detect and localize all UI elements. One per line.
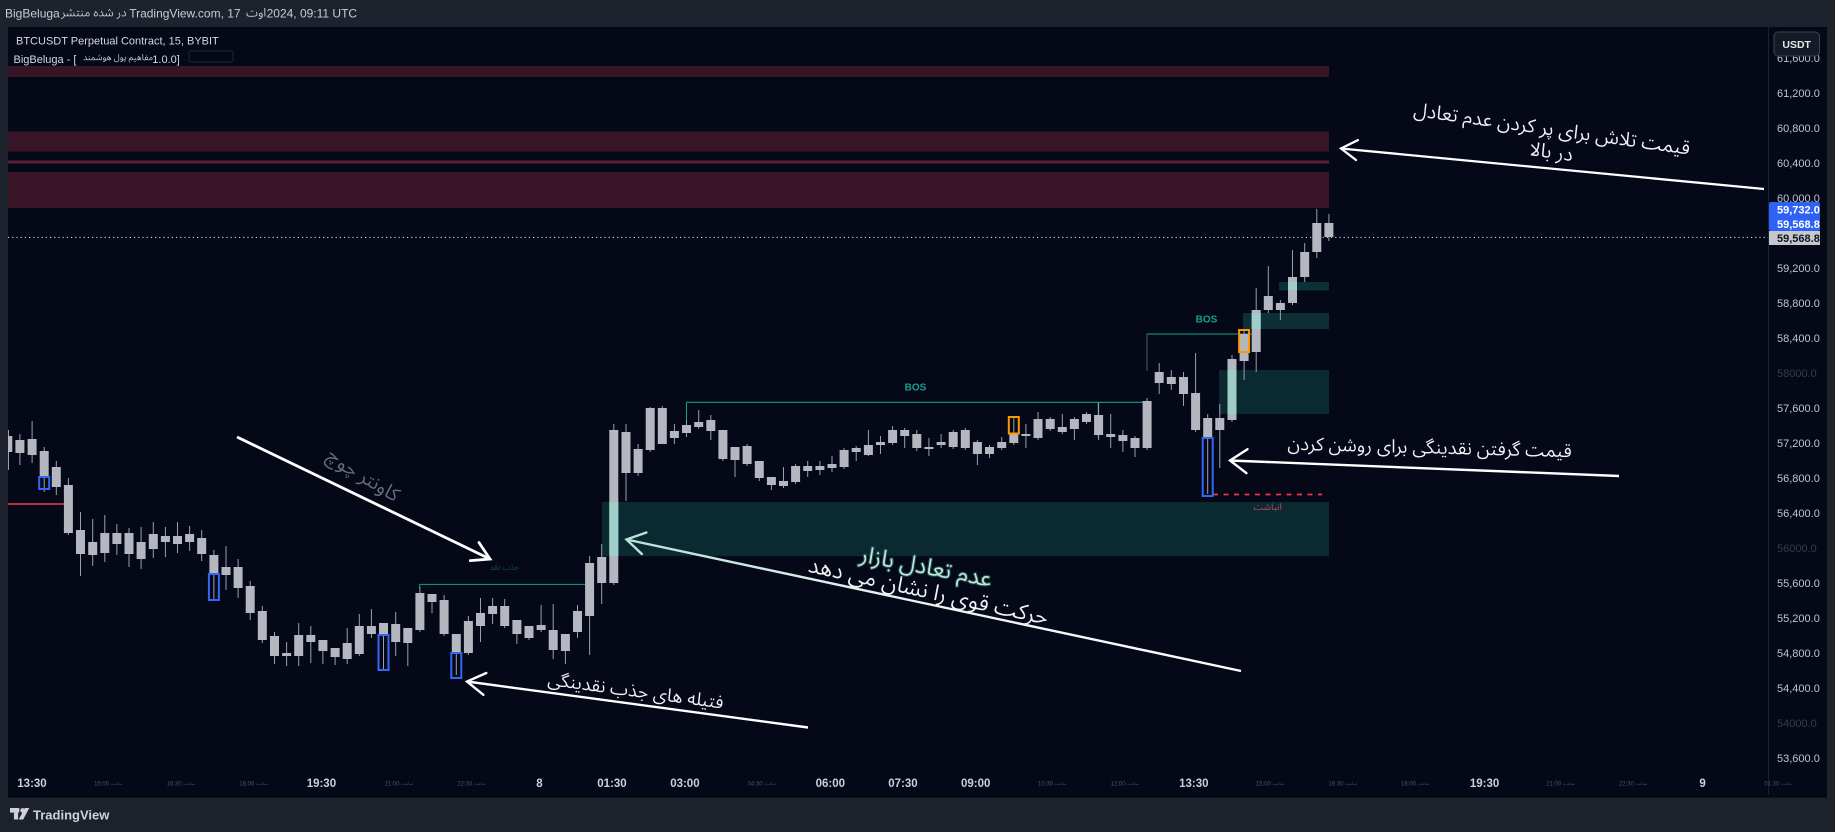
svg-text:57,600.0: 57,600.0 [1777, 403, 1820, 415]
svg-text:10:30: 10:30 [1038, 782, 1054, 788]
svg-text:13:30: 13:30 [1179, 778, 1208, 790]
svg-text:59,200.0: 59,200.0 [1777, 263, 1820, 275]
svg-text:57,200.0: 57,200.0 [1777, 438, 1820, 450]
svg-text:19:30: 19:30 [1470, 778, 1499, 790]
svg-text:53,600.0: 53,600.0 [1777, 753, 1820, 765]
svg-text:9: 9 [1699, 778, 1705, 790]
svg-text:18:00: 18:00 [1401, 782, 1417, 788]
svg-text:1.0.0]: 1.0.0] [152, 54, 180, 66]
svg-text:04:30: 04:30 [748, 782, 764, 788]
svg-text:55,200.0: 55,200.0 [1777, 613, 1820, 625]
svg-text:06:00: 06:00 [816, 778, 845, 790]
svg-text:USDT: USDT [1782, 39, 1811, 51]
svg-text:60,400.0: 60,400.0 [1777, 158, 1820, 170]
svg-text:BOS: BOS [1196, 315, 1218, 326]
svg-text:54,800.0: 54,800.0 [1777, 648, 1820, 660]
svg-text:TradingView.com, 17: TradingView.com, 17 [129, 7, 241, 21]
svg-text:16:30: 16:30 [1328, 782, 1344, 788]
svg-text:61,200.0: 61,200.0 [1777, 88, 1820, 100]
svg-text:55,600.0: 55,600.0 [1777, 578, 1820, 590]
svg-text:58,800.0: 58,800.0 [1777, 298, 1820, 310]
svg-text:18:00: 18:00 [239, 782, 255, 788]
svg-text:21:00: 21:00 [385, 782, 401, 788]
svg-text:22:30: 22:30 [1619, 782, 1635, 788]
svg-text:56000.0: 56000.0 [1777, 543, 1817, 555]
svg-text:60,800.0: 60,800.0 [1777, 123, 1820, 135]
svg-text:12:00: 12:00 [1111, 782, 1127, 788]
svg-text:16:30: 16:30 [167, 782, 183, 788]
svg-text:54,400.0: 54,400.0 [1777, 683, 1820, 695]
svg-text:22:30: 22:30 [457, 782, 473, 788]
svg-text:BTCUSDT Perpetual Contract, 15: BTCUSDT Perpetual Contract, 15, BYBIT [16, 36, 219, 48]
svg-text:54000.0: 54000.0 [1777, 718, 1817, 730]
svg-text:15:00: 15:00 [94, 782, 110, 788]
svg-text:13:30: 13:30 [17, 778, 46, 790]
svg-text:03:00: 03:00 [670, 778, 699, 790]
svg-text:21:00: 21:00 [1546, 782, 1562, 788]
svg-text:19:30: 19:30 [307, 778, 336, 790]
svg-text:8: 8 [536, 778, 543, 790]
svg-text:15:00: 15:00 [1256, 782, 1272, 788]
svg-text:2024, 09:11 UTC: 2024, 09:11 UTC [267, 7, 358, 21]
svg-text:TradingView: TradingView [33, 808, 110, 823]
svg-text:59,732.0: 59,732.0 [1777, 205, 1820, 217]
svg-text:59,568.8: 59,568.8 [1777, 233, 1820, 245]
svg-text:58000.0: 58000.0 [1777, 368, 1817, 380]
svg-text:07:30: 07:30 [888, 778, 917, 790]
svg-text:56,800.0: 56,800.0 [1777, 473, 1820, 485]
svg-text:01:30: 01:30 [597, 778, 626, 790]
svg-text:BigBeluga: BigBeluga [5, 7, 60, 21]
svg-text:01:30: 01:30 [1764, 782, 1780, 788]
svg-text:09:00: 09:00 [961, 778, 990, 790]
svg-text:56,400.0: 56,400.0 [1777, 508, 1820, 520]
svg-text:BigBeluga - [: BigBeluga - [ [14, 54, 77, 66]
svg-text:59,568.8: 59,568.8 [1777, 219, 1820, 231]
svg-text:58,400.0: 58,400.0 [1777, 333, 1820, 345]
svg-text:BOS: BOS [905, 383, 927, 394]
